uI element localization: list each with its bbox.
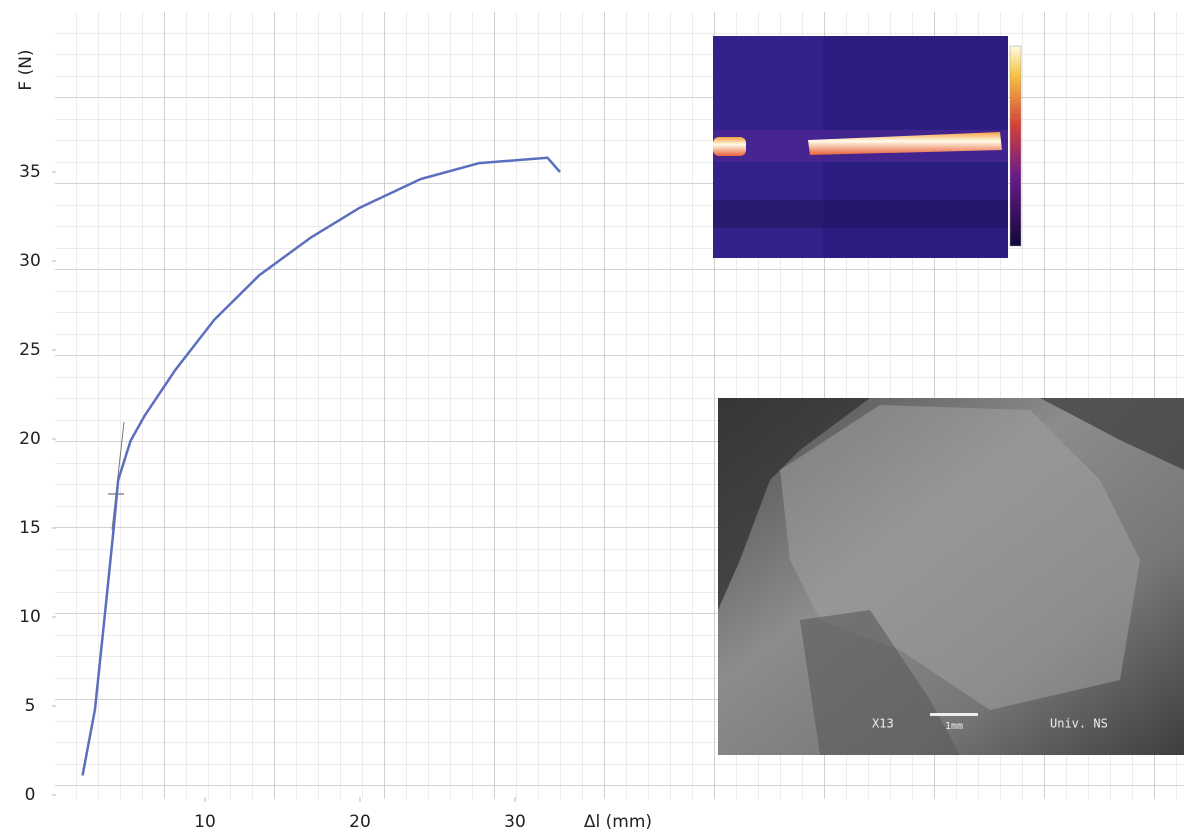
y-tick-label: 5 [25, 696, 36, 716]
x-axis-label: Δl (mm) [584, 812, 652, 832]
y-tick-label: 20 [19, 429, 41, 449]
force-curve [81, 156, 561, 776]
y-tick-label: 15 [19, 518, 41, 538]
y-axis-label: F (N) [16, 49, 36, 90]
y-tick-label: 35 [19, 162, 41, 182]
y-tick-label: 10 [19, 607, 41, 627]
y-tick-label: 0 [25, 785, 36, 805]
sem-image: X13 1mm Univ. NS [718, 398, 1184, 755]
y-tick-label: 30 [19, 251, 41, 271]
institution: Univ. NS [1050, 717, 1108, 731]
scale-label: 1mm [945, 721, 963, 732]
thermal-image [713, 36, 1022, 258]
x-tick-label: 20 [349, 812, 371, 832]
x-tick-label: 30 [504, 812, 526, 832]
magnification: X13 [872, 717, 894, 731]
x-tick-label: 10 [194, 812, 216, 832]
y-tick-label: 25 [19, 340, 41, 360]
